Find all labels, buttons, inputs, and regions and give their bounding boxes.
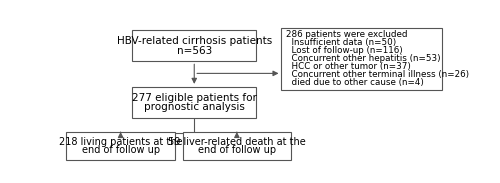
FancyBboxPatch shape	[182, 132, 291, 160]
Text: HCC or other tumor (n=37): HCC or other tumor (n=37)	[286, 62, 411, 71]
Text: n=563: n=563	[176, 46, 212, 56]
Text: 218 living patients at the: 218 living patients at the	[59, 137, 182, 147]
Text: prognostic analysis: prognostic analysis	[144, 102, 244, 112]
Text: Insufficient data (n=50): Insufficient data (n=50)	[286, 38, 397, 47]
Text: end of follow up: end of follow up	[82, 145, 160, 155]
Text: HBV-related cirrhosis patients: HBV-related cirrhosis patients	[116, 36, 272, 46]
Text: Concurrent other hepatitis (n=53): Concurrent other hepatitis (n=53)	[286, 54, 440, 63]
FancyBboxPatch shape	[132, 30, 256, 61]
Text: 59 liver-related death at the: 59 liver-related death at the	[168, 137, 306, 147]
Text: 277 eligible patients for: 277 eligible patients for	[132, 93, 256, 102]
FancyBboxPatch shape	[282, 28, 442, 90]
Text: 286 patients were excluded: 286 patients were excluded	[286, 30, 408, 39]
Text: died due to other cause (n=4): died due to other cause (n=4)	[286, 78, 424, 87]
Text: Lost of follow-up (n=116): Lost of follow-up (n=116)	[286, 46, 403, 55]
FancyBboxPatch shape	[66, 132, 175, 160]
Text: end of follow up: end of follow up	[198, 145, 276, 155]
Text: Concurrent other terminal illness (n=26): Concurrent other terminal illness (n=26)	[286, 70, 469, 79]
FancyBboxPatch shape	[132, 87, 256, 118]
